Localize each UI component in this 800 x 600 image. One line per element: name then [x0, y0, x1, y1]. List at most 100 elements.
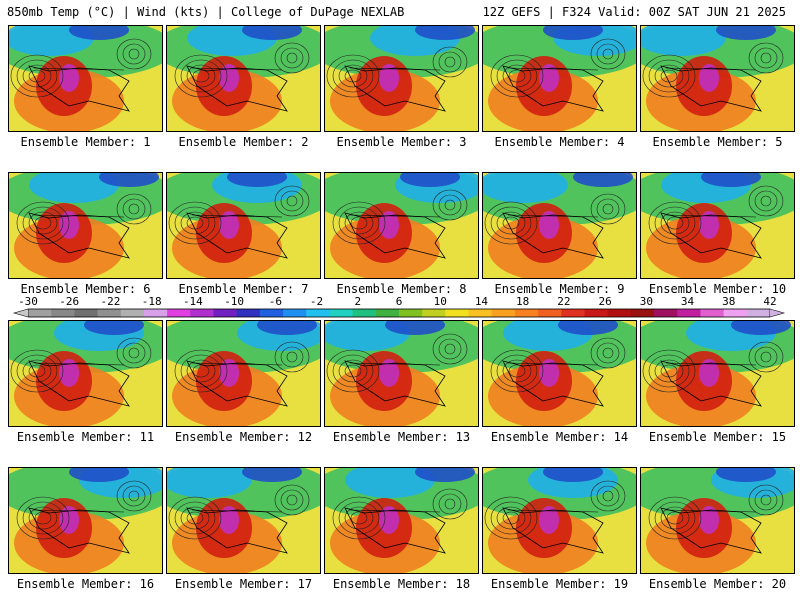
colorbar-swatch — [283, 309, 307, 317]
ensemble-member-panel: Ensemble Member: 4 — [482, 25, 637, 149]
colorbar-tick-label: 30 — [640, 295, 653, 308]
ensemble-member-label: Ensemble Member: 2 — [178, 135, 309, 149]
colorbar-tick-label: 18 — [516, 295, 529, 308]
ensemble-member-label: Ensemble Member: 10 — [648, 282, 787, 296]
colorbar-swatch — [375, 309, 400, 317]
ensemble-map — [8, 172, 163, 279]
ensemble-member-label: Ensemble Member: 14 — [490, 430, 629, 444]
ensemble-member-label: Ensemble Member: 1 — [20, 135, 151, 149]
colorbar-tick-label: -10 — [224, 295, 244, 308]
colorbar-tick-label: 10 — [434, 295, 447, 308]
colorbar-swatch — [352, 309, 377, 317]
ensemble-member-panel: Ensemble Member: 17 — [166, 467, 321, 591]
ensemble-member-label: Ensemble Member: 15 — [648, 430, 787, 444]
ensemble-member-panel: Ensemble Member: 13 — [324, 320, 479, 444]
colorbar-swatch — [306, 309, 330, 317]
header: 850mb Temp (°C) | Wind (kts) | College o… — [0, 0, 800, 24]
colorbar-swatch — [700, 309, 725, 317]
ensemble-map — [482, 320, 637, 427]
ensemble-member-label: Ensemble Member: 13 — [332, 430, 471, 444]
colorbar-swatch — [584, 309, 609, 317]
ensemble-member-panel: Ensemble Member: 3 — [324, 25, 479, 149]
colorbar-swatch — [654, 309, 678, 317]
ensemble-map — [640, 467, 795, 574]
ensemble-map — [324, 172, 479, 279]
colorbar-tick-label: -22 — [101, 295, 121, 308]
ensemble-map — [640, 172, 795, 279]
ensemble-member-panel: Ensemble Member: 7 — [166, 172, 321, 296]
ensemble-map — [324, 320, 479, 427]
ensemble-member-panel: Ensemble Member: 10 — [640, 172, 795, 296]
colorbar-tick-label: 34 — [681, 295, 695, 308]
colorbar-tick-label: 38 — [722, 295, 735, 308]
colorbar-swatch — [514, 309, 539, 317]
colorbar-swatch — [491, 309, 516, 317]
colorbar-swatch — [236, 309, 261, 317]
ensemble-member-panel: Ensemble Member: 19 — [482, 467, 637, 591]
colorbar-swatch — [723, 309, 748, 317]
ensemble-map — [640, 320, 795, 427]
ensemble-map — [482, 467, 637, 574]
colorbar-swatch — [399, 309, 423, 317]
ensemble-member-panel: Ensemble Member: 18 — [324, 467, 479, 591]
ensemble-member-label: Ensemble Member: 7 — [178, 282, 309, 296]
colorbar-tick-label: -2 — [310, 295, 323, 308]
run-valid-time: 12Z GEFS | F324 Valid: 00Z SAT JUN 21 20… — [482, 5, 786, 19]
colorbar-tick-label: -30 — [18, 295, 38, 308]
colorbar-swatch — [120, 309, 145, 317]
ensemble-member-label: Ensemble Member: 5 — [652, 135, 783, 149]
colorbar-tick-label: 6 — [396, 295, 403, 308]
colorbar-swatch — [746, 309, 771, 317]
colorbar-tick-label: 2 — [354, 295, 361, 308]
colorbar-tick-label: -14 — [183, 295, 203, 308]
ensemble-member-label: Ensemble Member: 6 — [20, 282, 151, 296]
ensemble-member-label: Ensemble Member: 17 — [174, 577, 313, 591]
colorbar-tick-label: -18 — [142, 295, 162, 308]
ensemble-member-panel: Ensemble Member: 12 — [166, 320, 321, 444]
ensemble-member-label: Ensemble Member: 18 — [332, 577, 471, 591]
ensemble-map — [640, 25, 795, 132]
colorbar-swatch — [74, 309, 99, 317]
colorbar-swatch — [538, 309, 562, 317]
colorbar-swatch — [28, 309, 52, 317]
ensemble-member-panel: Ensemble Member: 11 — [8, 320, 163, 444]
ensemble-member-label: Ensemble Member: 8 — [336, 282, 467, 296]
chart-title: 850mb Temp (°C) | Wind (kts) | College o… — [7, 5, 405, 19]
colorbar-left-arrow — [12, 308, 29, 318]
ensemble-map — [166, 467, 321, 574]
ensemble-member-panel: Ensemble Member: 20 — [640, 467, 795, 591]
colorbar-swatch — [97, 309, 122, 317]
ensemble-member-panel: Ensemble Member: 5 — [640, 25, 795, 149]
ensemble-member-label: Ensemble Member: 3 — [336, 135, 467, 149]
ensemble-map — [8, 25, 163, 132]
colorbar-tick-label: 22 — [557, 295, 570, 308]
temperature-colorbar: -30 -26 -22 -18 -14 -10 -6 -2 2 6 10 14 18 22 26 30 34 38… — [12, 295, 786, 318]
colorbar-tick-label: 42 — [763, 295, 776, 308]
colorbar-swatch — [51, 309, 75, 317]
ensemble-member-panel: Ensemble Member: 6 — [8, 172, 163, 296]
colorbar-swatch — [167, 309, 191, 317]
colorbar-swatch — [422, 309, 446, 317]
colorbar-tick-label: -26 — [59, 295, 79, 308]
colorbar-swatch — [143, 309, 168, 317]
ensemble-map — [482, 172, 637, 279]
colorbar-swatch — [561, 309, 585, 317]
ensemble-member-panel: Ensemble Member: 8 — [324, 172, 479, 296]
colorbar-right-arrow — [769, 308, 786, 318]
colorbar-tick-label: 26 — [598, 295, 611, 308]
ensemble-member-label: Ensemble Member: 19 — [490, 577, 629, 591]
ensemble-map — [166, 25, 321, 132]
colorbar-swatch — [213, 309, 238, 317]
ensemble-member-panel: Ensemble Member: 1 — [8, 25, 163, 149]
colorbar-swatch — [607, 309, 632, 317]
ensemble-member-label: Ensemble Member: 20 — [648, 577, 787, 591]
ensemble-map — [324, 25, 479, 132]
colorbar-swatch — [190, 309, 214, 317]
ensemble-member-panel: Ensemble Member: 15 — [640, 320, 795, 444]
ensemble-member-panel: Ensemble Member: 2 — [166, 25, 321, 149]
colorbar-swatch — [468, 309, 493, 317]
ensemble-map — [482, 25, 637, 132]
colorbar-tick-label: 14 — [475, 295, 489, 308]
ensemble-member-label: Ensemble Member: 9 — [494, 282, 625, 296]
ensemble-map — [8, 320, 163, 427]
